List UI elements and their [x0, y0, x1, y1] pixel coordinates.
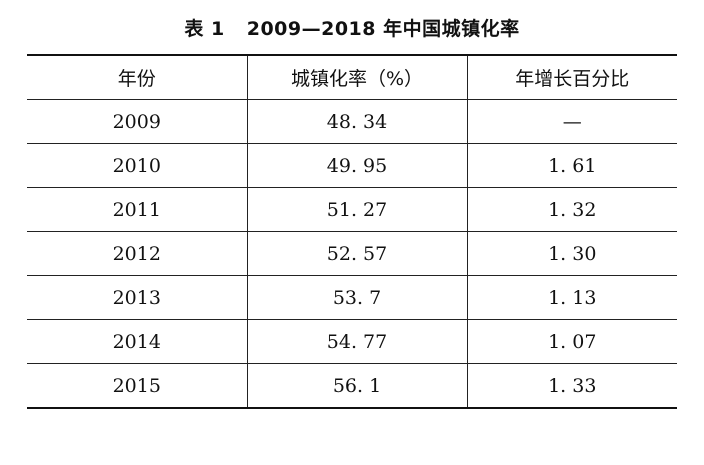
cell-growth: 1. 32 [466, 187, 677, 232]
cell-growth: 1. 61 [466, 143, 677, 188]
cell-growth: 1. 30 [466, 231, 677, 276]
cell-year: 2009 [27, 99, 247, 144]
cell-rate: 52. 57 [246, 231, 467, 276]
cell-growth: 1. 13 [466, 275, 677, 320]
urbanization-table: 年份 城镇化率（%） 年增长百分比 2009 48. 34 — 2010 49.… [27, 54, 677, 409]
table-row: 2010 49. 95 1. 61 [27, 143, 677, 188]
table-row: 2009 48. 34 — [27, 99, 677, 144]
cell-year: 2014 [27, 319, 247, 364]
table-row: 2014 54. 77 1. 07 [27, 319, 677, 364]
table-caption-text: 2009—2018 年中国城镇化率 [246, 18, 520, 40]
cell-growth: — [466, 99, 677, 144]
cell-year: 2012 [27, 231, 247, 276]
cell-rate: 54. 77 [246, 319, 467, 364]
cell-rate: 56. 1 [246, 363, 467, 409]
table-caption-label: 表 1 [184, 18, 225, 40]
header-row: 年份 城镇化率（%） 年增长百分比 [27, 54, 677, 100]
cell-year: 2011 [27, 187, 247, 232]
cell-year: 2013 [27, 275, 247, 320]
header-year: 年份 [27, 54, 247, 100]
cell-rate: 53. 7 [246, 275, 467, 320]
cell-year: 2015 [27, 363, 247, 409]
cell-year: 2010 [27, 143, 247, 188]
cell-growth: 1. 07 [466, 319, 677, 364]
header-urbanization-rate: 城镇化率（%） [246, 54, 467, 100]
cell-rate: 48. 34 [246, 99, 467, 144]
cell-growth: 1. 33 [466, 363, 677, 409]
header-annual-growth: 年增长百分比 [466, 54, 677, 100]
table-caption: 表 1 2009—2018 年中国城镇化率 [0, 14, 704, 41]
cell-rate: 49. 95 [246, 143, 467, 188]
table-row: 2011 51. 27 1. 32 [27, 187, 677, 232]
table-row: 2013 53. 7 1. 13 [27, 275, 677, 320]
table-row: 2012 52. 57 1. 30 [27, 231, 677, 276]
cell-rate: 51. 27 [246, 187, 467, 232]
table-row: 2015 56. 1 1. 33 [27, 363, 677, 409]
